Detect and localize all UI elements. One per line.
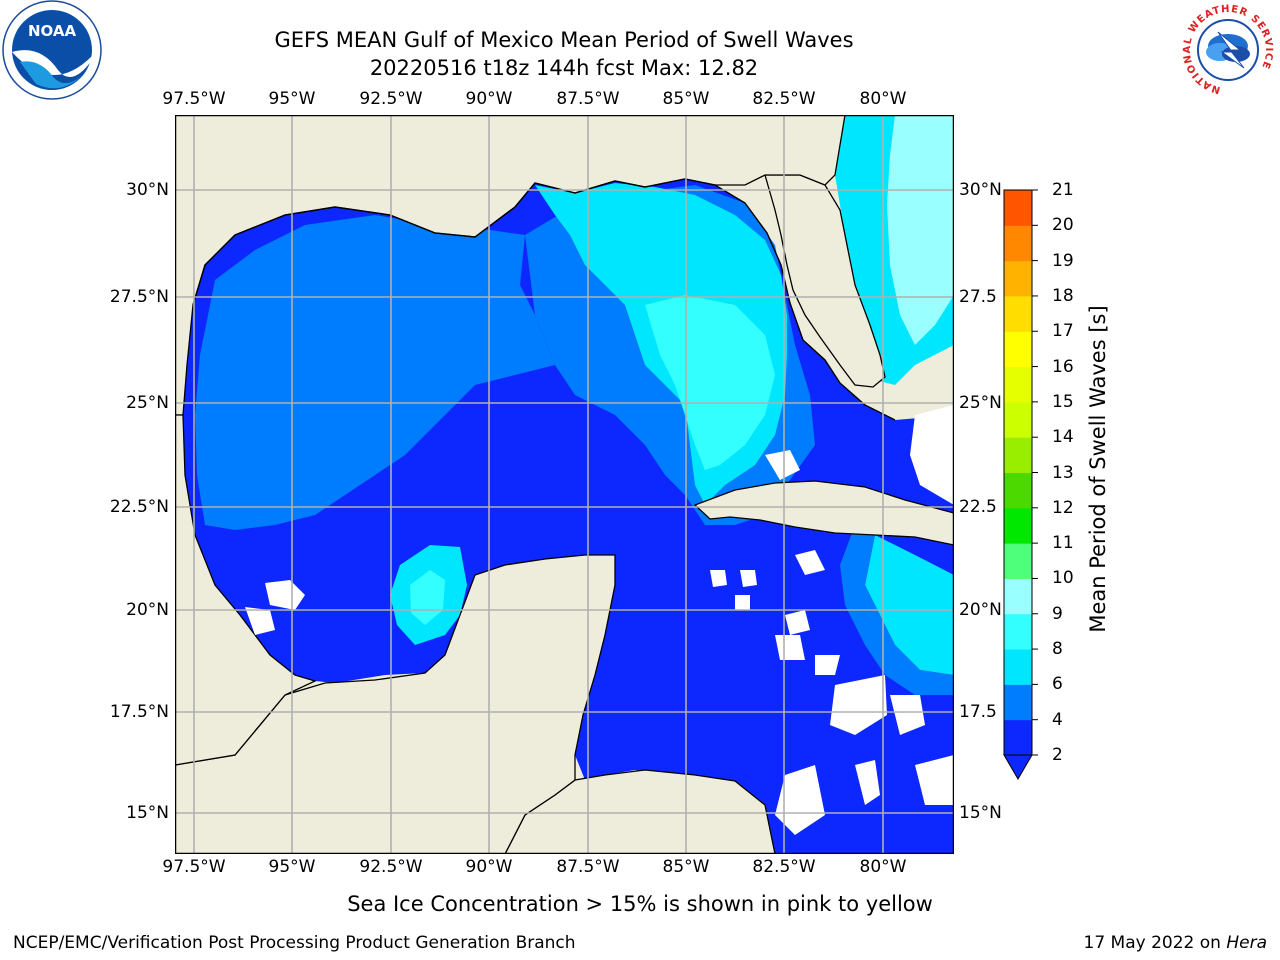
lat-tick-left: 15°N [126, 803, 169, 823]
lon-tick-bottom: 97.5°W [162, 857, 226, 877]
lat-tick-left: 20°N [126, 600, 169, 620]
colorbar-segment [1004, 366, 1032, 403]
colorbar-segment [1004, 437, 1032, 473]
noaa-logo: NOAA [0, 0, 110, 100]
colorbar-tick-label: 4 [1052, 709, 1063, 730]
campeche-light [410, 570, 445, 625]
colorbar-segment [1004, 543, 1032, 579]
colorbar-tick-label: 8 [1052, 639, 1063, 660]
lon-tick-top: 90°W [465, 89, 513, 109]
lat-tick-right: 17.5 [959, 702, 997, 722]
colorbar-tick-label: 20 [1052, 215, 1074, 236]
lon-tick-bottom: 95°W [268, 857, 316, 877]
lon-tick-top: 85°W [662, 89, 710, 109]
gulf-map [174, 114, 955, 855]
missing-data-patches [245, 405, 954, 835]
colorbar-tick-label: 9 [1052, 603, 1063, 624]
footer-host: Hera [1226, 933, 1267, 953]
lat-tick-left: 27.5°N [109, 287, 169, 307]
sea-ice-note: Sea Ice Concentration > 15% is shown in … [347, 892, 933, 916]
colorbar-segment [1004, 507, 1032, 544]
footer-date: 17 May 2022 on Hera [1084, 933, 1268, 953]
lat-tick-left: 22.5°N [109, 497, 169, 517]
caribbean-shelf [840, 525, 954, 695]
lat-tick-right: 27.5 [959, 287, 997, 307]
lat-tick-right: 20°N [959, 600, 1002, 620]
lon-tick-top: 92.5°W [359, 89, 423, 109]
lon-tick-top: 87.5°W [556, 89, 620, 109]
lat-tick-right: 15°N [959, 803, 1002, 823]
grid-lines [175, 115, 954, 854]
svg-text:NOAA: NOAA [28, 22, 77, 40]
colorbar [1000, 185, 1040, 785]
colorbar-segment [1004, 719, 1032, 756]
atlantic-light [887, 115, 954, 345]
chart-subtitle: 20220516 t18z 144h fcst Max: 12.82 [369, 56, 759, 80]
footer-branch: NCEP/EMC/Verification Post Processing Pr… [13, 933, 576, 953]
colorbar-tick-label: 12 [1052, 497, 1074, 518]
lat-tick-right: 25°N [959, 393, 1002, 413]
shelf-west [195, 215, 555, 530]
colorbar-segment [1004, 578, 1032, 615]
colorbar-segment [1004, 190, 1032, 226]
lon-tick-top: 95°W [268, 89, 316, 109]
gulf-coastline [192, 178, 896, 421]
cuba-land [693, 480, 955, 546]
colorbar-segment [1004, 472, 1032, 509]
colorbar-tick-label: 10 [1052, 568, 1074, 589]
lon-tick-bottom: 90°W [465, 857, 513, 877]
lat-tick-right: 22.5 [959, 497, 997, 517]
colorbar-segment [1004, 613, 1032, 650]
lon-tick-bottom: 82.5°W [752, 857, 816, 877]
colorbar-tick-label: 11 [1052, 533, 1074, 554]
lat-tick-left: 17.5°N [109, 702, 169, 722]
colorbar-under-triangle [1003, 754, 1033, 780]
lon-tick-bottom: 92.5°W [359, 857, 423, 877]
colorbar-label: Mean Period of Swell Waves [s] [1086, 305, 1110, 633]
florida-land [764, 174, 886, 388]
caribbean-cyan [865, 535, 954, 675]
lat-tick-right: 30°N [959, 180, 1002, 200]
mexico-land [174, 414, 317, 766]
lon-tick-bottom: 80°W [859, 857, 907, 877]
colorbar-tick-label: 2 [1052, 745, 1063, 765]
colorbar-segment [1004, 260, 1032, 297]
footer-date-text: 17 May 2022 on [1083, 933, 1227, 953]
chart-title: GEFS MEAN Gulf of Mexico Mean Period of … [274, 28, 854, 52]
yucatan-land [174, 554, 616, 855]
colorbar-tick-label: 17 [1052, 321, 1074, 342]
florida-shelf-light [645, 295, 775, 470]
colorbar-tick-label: 21 [1052, 180, 1074, 200]
map-panel [174, 114, 955, 855]
colorbar-tick-label: 6 [1052, 674, 1063, 695]
lat-tick-left: 30°N [126, 180, 169, 200]
colorbar-segment [1004, 225, 1032, 262]
nws-logo: NATIONAL WEATHER SERVICE [1178, 2, 1278, 98]
colorbar-tick-label: 19 [1052, 250, 1074, 271]
colorbar-segment [1004, 401, 1032, 438]
colorbar-segment [1004, 684, 1032, 721]
colorbar-tick-label: 16 [1052, 356, 1074, 377]
colorbar-tick-label: 14 [1052, 427, 1074, 448]
lon-tick-top: 80°W [859, 89, 907, 109]
colorbar-tick-label: 18 [1052, 285, 1074, 306]
colorbar-segment [1004, 649, 1032, 685]
lat-tick-left: 25°N [126, 393, 169, 413]
colorbar-segment [1004, 295, 1032, 332]
lon-tick-bottom: 87.5°W [556, 857, 620, 877]
lon-tick-top: 82.5°W [752, 89, 816, 109]
colorbar-tick-label: 13 [1052, 462, 1074, 483]
colorbar-tick-label: 15 [1052, 391, 1074, 412]
lon-tick-top: 97.5°W [162, 89, 226, 109]
map-frame [174, 114, 955, 855]
colorbar-segment [1004, 331, 1032, 368]
lon-tick-bottom: 85°W [662, 857, 710, 877]
